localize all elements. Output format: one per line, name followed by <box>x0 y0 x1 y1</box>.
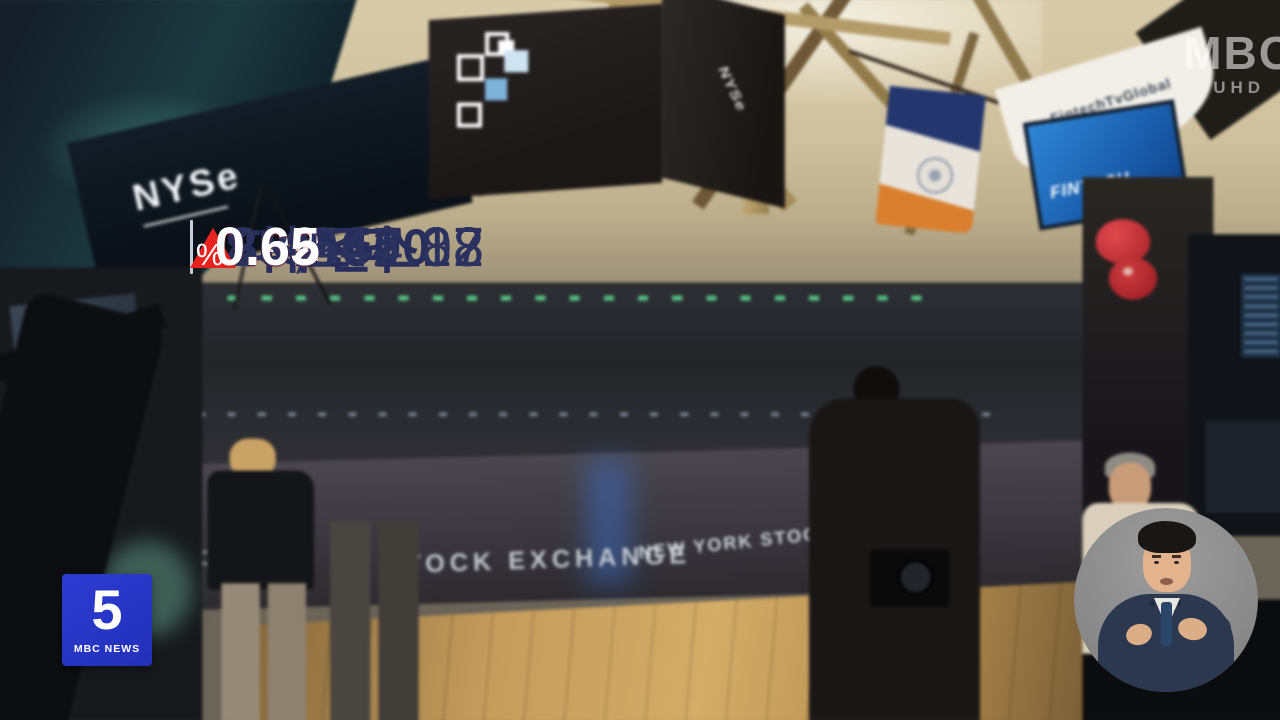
channel-number: 5 <box>91 578 123 641</box>
person-silhouette-leg <box>378 520 419 720</box>
cube-logo-square <box>456 54 485 82</box>
white-ticker-lights <box>197 412 1003 417</box>
woman-silhouette-leg <box>221 583 260 720</box>
red-cap <box>1108 257 1158 300</box>
nyc-flag <box>848 49 1002 253</box>
watermark-brand: MBC <box>1183 27 1280 79</box>
index-name: 다우존스 <box>234 222 422 279</box>
interpreter-eye <box>1154 561 1159 564</box>
woman-silhouette-leg <box>267 583 307 720</box>
red-cap-tag <box>1122 267 1133 276</box>
sign-language-interpreter-circle <box>1074 508 1258 692</box>
interpreter-tie <box>1161 602 1172 646</box>
right-monitor <box>1238 271 1280 360</box>
camera-lens <box>897 559 934 596</box>
index-change: 0.65 <box>214 216 320 277</box>
trader-silhouette-head <box>1108 462 1152 511</box>
watermark-quality: UHD <box>1213 78 1266 97</box>
interpreter-eye <box>1174 561 1179 564</box>
index-value: 49,462.08 <box>226 215 485 278</box>
red-cap <box>1095 219 1151 264</box>
booth-blue-glow <box>587 458 630 585</box>
interpreter-hair <box>1138 521 1196 553</box>
cube-logo-square <box>485 78 508 101</box>
mbc-news-badge: 5 MBC NEWS <box>62 574 152 666</box>
signage-cube-front <box>428 3 663 200</box>
index-name: 나스닥 <box>257 222 399 279</box>
index-value: 23,547.17 <box>226 215 485 278</box>
index-value: 6,944.82 <box>259 215 485 278</box>
interpreter-mouth <box>1160 578 1173 585</box>
cube-nyse-text: NYSe <box>714 65 750 113</box>
cube-logo-square <box>456 102 483 128</box>
signage-cube: NYSe <box>424 0 791 214</box>
cube-logo-square <box>504 50 529 73</box>
interpreter-eyebrow <box>1172 555 1181 558</box>
percent-sign: % <box>196 236 224 272</box>
green-ticker-lights <box>227 295 932 301</box>
person-silhouette-leg <box>330 520 371 720</box>
index-name: S&P 500 <box>224 218 432 275</box>
right-monitor <box>1205 420 1280 513</box>
mbc-watermark: MBC UHD <box>1183 30 1280 98</box>
woman-silhouette-jacket <box>207 470 315 590</box>
up-arrow-icon <box>190 227 236 268</box>
badge-label: MBC NEWS <box>73 643 141 655</box>
interpreter-eyebrow <box>1152 555 1161 558</box>
signage-cube-side: NYSe <box>662 0 785 209</box>
